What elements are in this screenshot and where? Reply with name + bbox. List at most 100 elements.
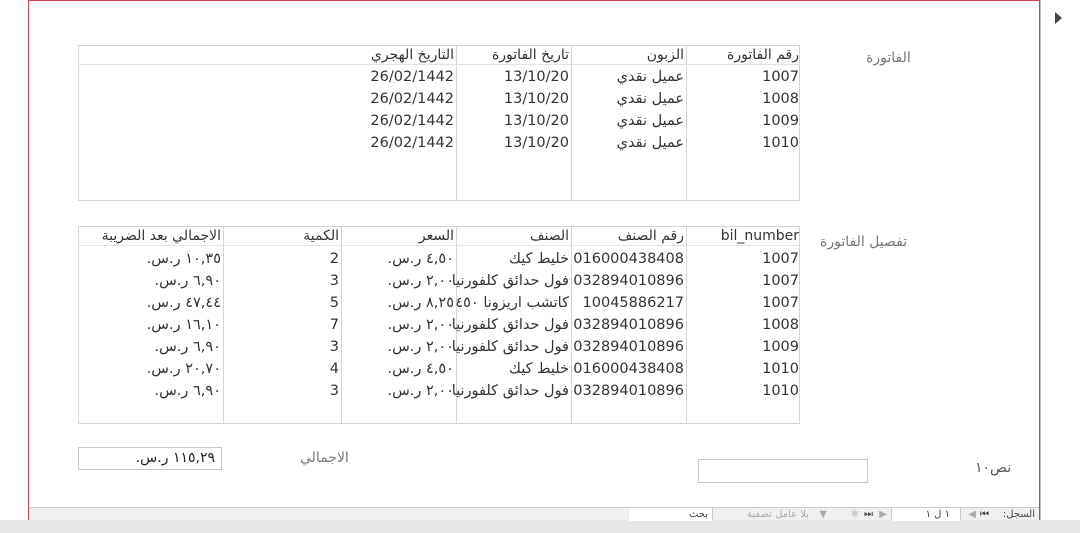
prev-record-button[interactable]: ◀ bbox=[968, 509, 976, 520]
table-cell[interactable]: 1007 bbox=[762, 251, 799, 267]
table-cell[interactable]: 1007 bbox=[762, 69, 799, 85]
table-cell[interactable]: ٨,٢٥ ر.س. bbox=[387, 295, 454, 311]
table-cell[interactable]: 3 bbox=[329, 383, 339, 399]
table-cell[interactable]: عميل نقدي bbox=[616, 113, 684, 129]
column-divider bbox=[456, 46, 457, 200]
column-divider bbox=[686, 46, 687, 200]
table-cell[interactable]: 2 bbox=[329, 251, 339, 267]
table-cell[interactable]: 1008 bbox=[762, 317, 799, 333]
table-cell[interactable]: 1010 bbox=[762, 383, 799, 399]
table-cell[interactable]: ٢,٠٠ ر.س. bbox=[387, 317, 454, 333]
table-cell[interactable]: 7 bbox=[329, 317, 339, 333]
table-cell[interactable]: 4 bbox=[329, 361, 339, 377]
record-navigation-bar: السجل: ⏮ ◀ ١ ل ١ ▶ ⏭ ✱ ▼ بلا عامل تصفية … bbox=[29, 507, 1039, 521]
table-cell[interactable]: 26/02/1442 bbox=[370, 113, 454, 129]
column-divider bbox=[571, 46, 572, 200]
column-header[interactable]: الصنف bbox=[529, 228, 569, 244]
table-cell[interactable]: 3 bbox=[329, 273, 339, 289]
invoice-details-subform[interactable]: bil_number رقم الصنف الصنف السعر الكمية الاجم… bbox=[78, 226, 800, 424]
table-cell[interactable]: 032894010896 bbox=[573, 273, 684, 289]
next-record-button[interactable]: ▶ bbox=[879, 509, 887, 520]
table-cell[interactable]: عميل نقدي bbox=[616, 135, 684, 151]
table-cell[interactable]: 1009 bbox=[762, 339, 799, 355]
table-cell[interactable]: ٦,٩٠ ر.س. bbox=[154, 383, 221, 399]
column-header[interactable]: رقم الفاتورة bbox=[727, 47, 799, 63]
column-header[interactable]: bil_number bbox=[720, 228, 799, 244]
table-cell[interactable]: 26/02/1442 bbox=[370, 91, 454, 107]
table-cell[interactable]: ١٠,٣٥ ر.س. bbox=[146, 251, 221, 267]
table-cell[interactable]: 13/10/20 bbox=[503, 113, 569, 129]
column-header[interactable]: تاريخ الفاتورة bbox=[491, 47, 569, 63]
record-selector-strip bbox=[1040, 0, 1080, 533]
header-row bbox=[79, 227, 799, 246]
new-record-button[interactable]: ✱ bbox=[850, 509, 859, 520]
column-divider bbox=[571, 227, 572, 423]
column-header[interactable]: التاريخ الهجري bbox=[370, 47, 454, 63]
column-divider bbox=[223, 227, 224, 423]
table-cell[interactable]: 016000438408 bbox=[573, 251, 684, 267]
table-cell[interactable]: 032894010896 bbox=[573, 317, 684, 333]
search-input[interactable]: بحث bbox=[629, 508, 713, 521]
total-label: الاجمالي bbox=[300, 450, 349, 466]
table-cell[interactable]: ٦,٩٠ ر.س. bbox=[154, 339, 221, 355]
table-cell[interactable]: عميل نقدي bbox=[616, 69, 684, 85]
table-cell[interactable]: 1010 bbox=[762, 135, 799, 151]
table-cell[interactable]: خليط كيك bbox=[508, 361, 569, 377]
column-divider bbox=[341, 227, 342, 423]
column-header[interactable]: رقم الصنف bbox=[617, 228, 684, 244]
no-filter-button[interactable]: بلا عامل تصفية bbox=[747, 509, 809, 520]
table-cell[interactable]: خليط كيك bbox=[508, 251, 569, 267]
column-header[interactable]: السعر bbox=[418, 228, 454, 244]
table-cell[interactable]: 26/02/1442 bbox=[370, 69, 454, 85]
table-cell[interactable]: ٤,٥٠ ر.س. bbox=[387, 361, 454, 377]
table-cell[interactable]: 26/02/1442 bbox=[370, 135, 454, 151]
table-cell[interactable]: 1010 bbox=[762, 361, 799, 377]
table-cell[interactable]: 1007 bbox=[762, 295, 799, 311]
column-header[interactable]: الزبون bbox=[646, 47, 684, 63]
table-cell[interactable]: 1009 bbox=[762, 113, 799, 129]
table-cell[interactable]: 5 bbox=[329, 295, 339, 311]
table-cell[interactable]: ٤٧,٤٤ ر.س. bbox=[146, 295, 221, 311]
table-cell[interactable]: 1008 bbox=[762, 91, 799, 107]
first-record-button[interactable]: ⏮ bbox=[980, 509, 989, 520]
table-cell[interactable]: ٢٠,٧٠ ر.س. bbox=[146, 361, 221, 377]
current-record-arrow-icon bbox=[1055, 12, 1062, 24]
column-header[interactable]: الاجمالي بعد الضريبة bbox=[101, 228, 221, 244]
text10-label: نص١٠ bbox=[975, 460, 1012, 476]
total-field[interactable]: ١١٥,٢٩ ر.س. bbox=[78, 447, 222, 470]
table-cell[interactable]: ١٦,١٠ ر.س. bbox=[146, 317, 221, 333]
column-header[interactable]: الكمية bbox=[303, 228, 339, 244]
table-cell[interactable]: ٢,٠٠ ر.س. bbox=[387, 273, 454, 289]
table-cell[interactable]: فول حدائق كلفورنيا bbox=[451, 273, 569, 289]
table-cell[interactable]: 10045886217 bbox=[582, 295, 684, 311]
current-record-field[interactable]: ١ ل ١ bbox=[891, 508, 961, 521]
invoice-label: الفاتورة bbox=[866, 50, 911, 66]
record-label: السجل: bbox=[1002, 509, 1035, 520]
table-cell[interactable]: 016000438408 bbox=[573, 361, 684, 377]
table-cell[interactable]: ٢,٠٠ ر.س. bbox=[387, 383, 454, 399]
table-cell[interactable]: 13/10/20 bbox=[503, 91, 569, 107]
table-cell[interactable]: ٦,٩٠ ر.س. bbox=[154, 273, 221, 289]
last-record-button[interactable]: ⏭ bbox=[864, 509, 873, 520]
table-cell[interactable]: 032894010896 bbox=[573, 339, 684, 355]
table-cell[interactable]: فول حدائق كلفورنيا bbox=[451, 383, 569, 399]
table-cell[interactable]: 032894010896 bbox=[573, 383, 684, 399]
window-bottom bbox=[0, 520, 1080, 533]
table-cell[interactable]: كاتشب اريزونا ٤٥٠ bbox=[455, 295, 569, 311]
text10-field[interactable] bbox=[698, 459, 868, 483]
table-cell[interactable]: 3 bbox=[329, 339, 339, 355]
table-cell[interactable]: 1007 bbox=[762, 273, 799, 289]
header-row bbox=[79, 46, 799, 65]
column-divider bbox=[686, 227, 687, 423]
table-cell[interactable]: فول حدائق كلفورنيا bbox=[451, 317, 569, 333]
table-cell[interactable]: عميل نقدي bbox=[616, 91, 684, 107]
invoice-details-label: تفصيل الفاتورة bbox=[820, 234, 908, 250]
table-cell[interactable]: ٤,٥٠ ر.س. bbox=[387, 251, 454, 267]
table-cell[interactable]: ٢,٠٠ ر.س. bbox=[387, 339, 454, 355]
column-divider bbox=[456, 227, 457, 423]
table-cell[interactable]: فول حدائق كلفورنيا bbox=[451, 339, 569, 355]
table-cell[interactable]: 13/10/20 bbox=[503, 69, 569, 85]
invoices-subform[interactable]: رقم الفاتورة الزبون تاريخ الفاتورة التاريخ … bbox=[78, 45, 800, 201]
filter-icon: ▼ bbox=[819, 509, 827, 520]
table-cell[interactable]: 13/10/20 bbox=[503, 135, 569, 151]
